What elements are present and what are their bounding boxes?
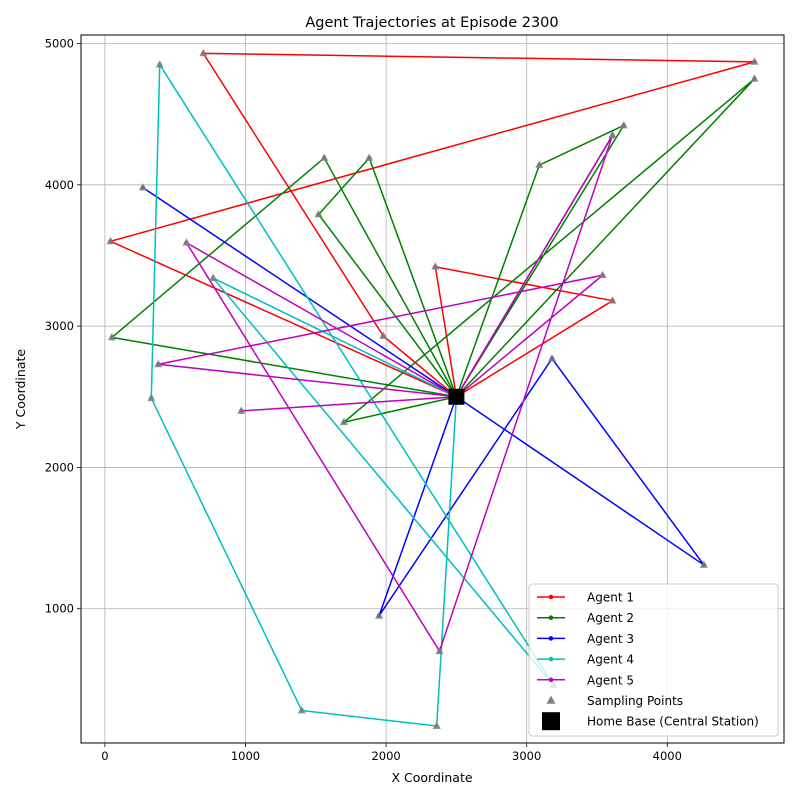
legend-label: Home Base (Central Station) <box>587 715 759 729</box>
legend-label: Sampling Points <box>587 694 683 708</box>
legend-point-swatch <box>548 594 554 600</box>
series-line <box>150 63 555 727</box>
sampling-point-marker <box>379 331 388 339</box>
axis-ticks: 0 1000 2000 3000 4000 1000 2000 3000 4000 5000 <box>45 36 682 763</box>
sampling-point-marker <box>320 153 329 161</box>
legend-point-swatch <box>548 636 554 641</box>
legend-point-swatch <box>548 656 554 662</box>
series-line <box>157 134 614 652</box>
sampling-point-marker <box>155 60 164 68</box>
sampling-point-marker <box>699 560 708 568</box>
home-base-marker <box>448 388 465 405</box>
x-tick-label: 4000 <box>653 749 682 763</box>
legend-item: Agent 4 <box>537 653 634 667</box>
sampling-point-marker <box>608 130 617 139</box>
sampling-point-marker <box>209 273 218 281</box>
sampling-point-marker <box>314 209 323 218</box>
sampling-point-marker <box>750 57 759 65</box>
sampling-point-marker <box>619 120 628 129</box>
chart-title: Agent Trajectories at Episode 2300 <box>305 15 558 31</box>
legend-item: Agent 1 <box>537 591 634 605</box>
sampling-point-marker <box>598 270 607 279</box>
y-tick-label: 4000 <box>45 178 74 192</box>
x-tick-label: 2000 <box>371 749 400 763</box>
y-tick-label: 5000 <box>45 36 74 50</box>
legend-item: Agent 5 <box>537 673 634 687</box>
sampling-point-marker <box>365 153 374 161</box>
sampling-point-marker <box>547 354 557 362</box>
legend-item: Agent 2 <box>537 611 634 625</box>
legend-label: Agent 1 <box>587 591 634 605</box>
x-axis-label: X Coordinate <box>391 770 472 785</box>
sampling-point-marker <box>431 262 440 270</box>
sampling-point-marker <box>608 296 617 304</box>
legend-item: Sampling Points <box>546 694 683 708</box>
legend-label: Agent 4 <box>587 653 634 667</box>
sampling-point-marker <box>535 160 544 168</box>
y-tick-label: 3000 <box>45 319 74 333</box>
legend-item: Agent 3 <box>537 632 634 646</box>
sampling-point-marker <box>154 359 163 368</box>
sampling-point-marker <box>106 236 115 245</box>
sampling-point-marker <box>432 721 441 729</box>
legend-sampling-swatch <box>546 695 556 704</box>
sampling-point-marker <box>237 406 246 414</box>
sampling-point-marker <box>435 646 444 655</box>
sampling-point-marker <box>147 393 156 402</box>
legend-label: Agent 5 <box>587 673 634 687</box>
plot-frame <box>80 34 785 744</box>
sampling-point-marker <box>339 417 348 426</box>
legend: Agent 1 Agent 2 Agent 3 Agent 4 Agent 5 Sampl… <box>528 583 779 737</box>
y-tick-label: 2000 <box>45 460 74 474</box>
legend-point-swatch <box>548 615 554 620</box>
y-axis-label: Y Coordinate <box>13 349 28 430</box>
y-tick-label: 1000 <box>45 602 74 616</box>
legend-home-swatch <box>542 712 560 731</box>
legend-point-swatch <box>548 677 554 683</box>
legend-label: Agent 2 <box>587 611 634 625</box>
sampling-point-marker <box>297 705 306 714</box>
legend-item: Home Base (Central Station) <box>542 712 759 731</box>
sampling-point-marker <box>107 332 116 341</box>
sampling-point-marker <box>375 611 384 619</box>
legend-frame <box>528 583 779 737</box>
x-tick-label: 1000 <box>231 749 260 763</box>
marker-layer <box>106 48 759 729</box>
sampling-point-marker <box>750 74 759 82</box>
x-tick-label: 0 <box>101 749 108 763</box>
x-tick-label: 3000 <box>512 749 541 763</box>
sampling-point-marker <box>199 48 208 57</box>
legend-label: Agent 3 <box>587 632 634 646</box>
sampling-point-marker <box>182 238 191 246</box>
sampling-point-marker <box>138 183 147 191</box>
